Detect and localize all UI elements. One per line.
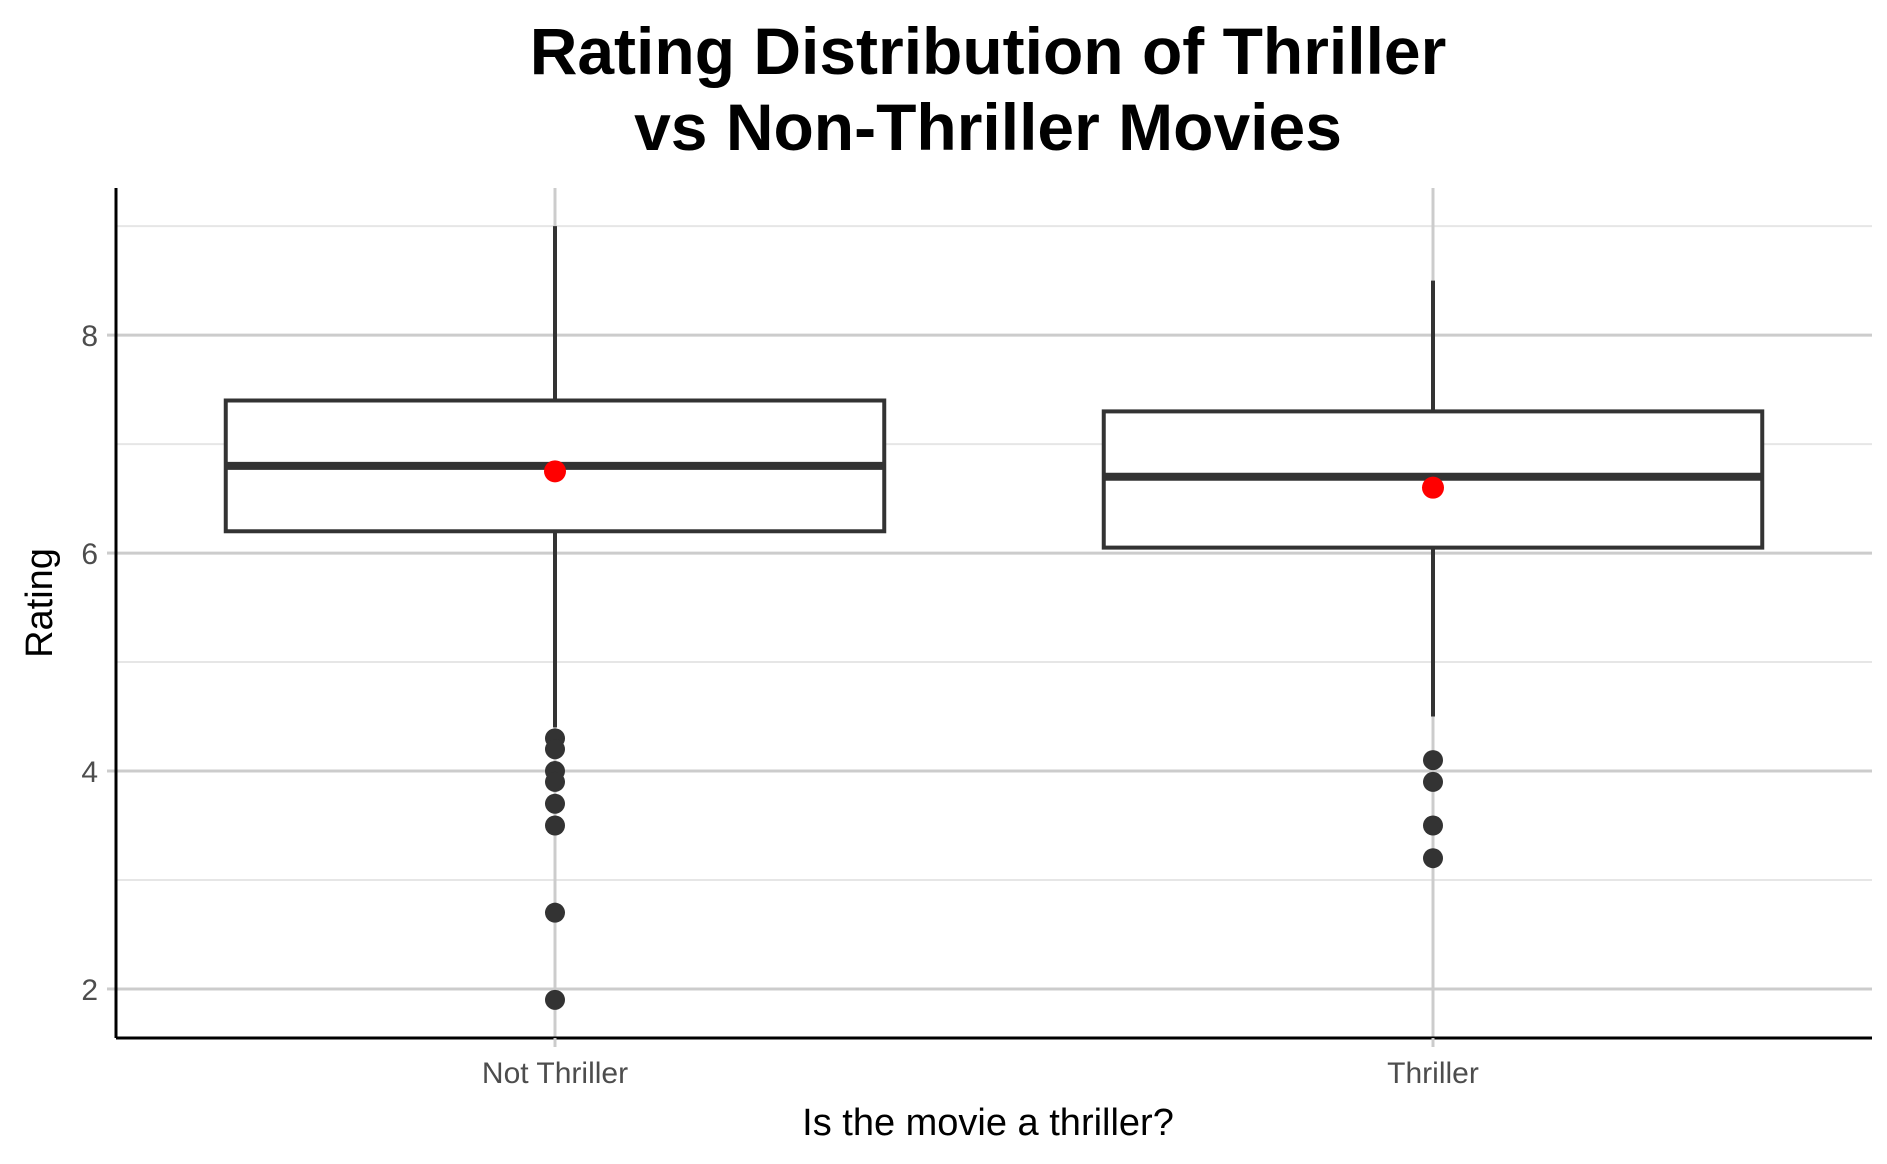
chart-title-line-1: Rating Distribution of Thriller: [530, 14, 1447, 88]
outlier-point: [1423, 815, 1443, 836]
y-tick-label: 6: [81, 538, 98, 571]
axis-layer: 2 4 6 8 Not Thriller Thriller: [81, 188, 1872, 1090]
x-tick-label: Thriller: [1387, 1057, 1479, 1090]
x-axis-title: Is the movie a thriller?: [802, 1102, 1174, 1144]
box-group: [1101, 280, 1765, 869]
y-tick-label: 2: [81, 974, 98, 1007]
outlier-point: [545, 771, 565, 792]
outlier-point: [1423, 750, 1443, 771]
outlier-point: [545, 815, 565, 836]
x-tick-label: Not Thriller: [482, 1057, 628, 1090]
chart-title-line-2: vs Non-Thriller Movies: [634, 90, 1342, 164]
outlier-point: [1423, 771, 1443, 792]
y-tick-label: 8: [81, 320, 98, 353]
mean-point: [544, 460, 566, 483]
box-layer: [223, 226, 1765, 1010]
box-group: [223, 226, 887, 1010]
outlier-point: [545, 793, 565, 814]
y-axis-title: Rating: [19, 548, 61, 658]
grid-lines: [116, 188, 1872, 1038]
mean-point: [1422, 476, 1444, 499]
outlier-point: [545, 989, 565, 1010]
outlier-point: [1423, 848, 1443, 869]
outlier-point: [545, 902, 565, 923]
y-tick-label: 4: [81, 756, 98, 789]
outlier-point: [545, 739, 565, 760]
